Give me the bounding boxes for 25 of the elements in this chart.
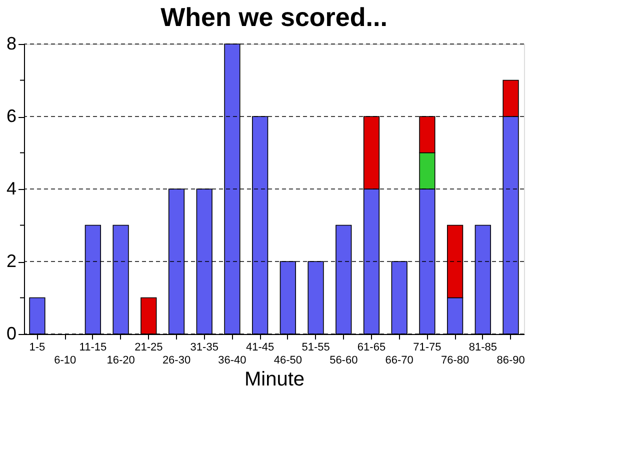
x-tick-label: 71-75 xyxy=(413,342,442,354)
x-tick-label: 36-40 xyxy=(218,354,246,366)
x-tick-label: 66-70 xyxy=(385,354,414,366)
x-tick-label: 61-65 xyxy=(357,342,386,354)
x-tick-label: 26-30 xyxy=(162,354,191,366)
x-tick-label: 6-10 xyxy=(54,354,76,366)
x-tick-label: 56-60 xyxy=(330,354,358,366)
x-tick-label: 46-50 xyxy=(274,354,302,366)
x-tick-label: 21-25 xyxy=(134,342,163,354)
x-axis-title: Minute xyxy=(244,368,305,390)
y-tick-label: 6 xyxy=(6,106,16,126)
x-tick-label: 86-90 xyxy=(496,354,525,366)
y-tick-label: 0 xyxy=(6,324,16,344)
x-tick-label: 81-85 xyxy=(468,342,497,354)
x-tick-label: 41-45 xyxy=(246,342,274,354)
y-tick-label: 4 xyxy=(6,178,16,198)
chart-title: When we scored... xyxy=(160,2,388,32)
x-tick-label: 11-15 xyxy=(79,342,107,354)
y-tick-label: 2 xyxy=(6,251,16,271)
x-tick-label: 31-35 xyxy=(190,342,218,354)
x-tick-label: 76-80 xyxy=(440,354,470,366)
x-tick-label: 16-20 xyxy=(106,354,135,366)
x-tick-label: 1-5 xyxy=(29,342,46,354)
x-tick-label: 51-55 xyxy=(302,342,330,354)
y-tick-label: 8 xyxy=(6,34,16,54)
